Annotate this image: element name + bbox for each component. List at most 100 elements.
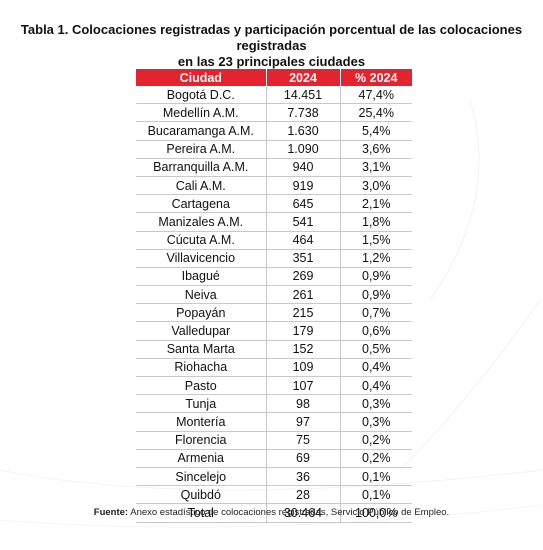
cell-city: Santa Marta bbox=[136, 340, 267, 359]
cell-pct-2024: 0,1% bbox=[340, 485, 412, 505]
cell-city: Quibdó bbox=[136, 485, 267, 505]
cell-2024: 464 bbox=[266, 231, 341, 250]
table-row: Neiva 261 0,9% bbox=[136, 285, 412, 305]
cell-pct-2024: 0,9% bbox=[340, 267, 412, 287]
table-row: Bogotá D.C. 14.451 47,4% bbox=[136, 86, 412, 105]
cell-city: Bogotá D.C. bbox=[136, 86, 267, 105]
table-row: Valledupar 179 0,6% bbox=[136, 321, 412, 341]
cell-pct-2024: 1,8% bbox=[340, 212, 412, 232]
table-row: Riohacha 109 0,4% bbox=[136, 358, 412, 378]
total-label: Total bbox=[136, 503, 267, 523]
table-row: Tunja 98 0,3% bbox=[136, 394, 412, 414]
table-row: Pasto 107 0,4% bbox=[136, 376, 412, 396]
cell-2024: 7.738 bbox=[266, 103, 341, 123]
cell-2024: 36 bbox=[266, 467, 341, 487]
total-pct-2024: 100,0% bbox=[340, 503, 412, 523]
cell-2024: 541 bbox=[266, 212, 341, 232]
cell-city: Bucaramanga A.M. bbox=[136, 121, 267, 141]
cell-2024: 919 bbox=[266, 176, 341, 196]
cell-city: Villavicencio bbox=[136, 249, 267, 268]
cell-city: Sincelejo bbox=[136, 467, 267, 487]
cell-city: Cartagena bbox=[136, 194, 267, 214]
table-row: Villavicencio 351 1,2% bbox=[136, 249, 412, 268]
cell-city: Ibagué bbox=[136, 267, 267, 287]
cell-2024: 1.630 bbox=[266, 121, 341, 141]
cell-2024: 28 bbox=[266, 485, 341, 505]
table-row: Montería 97 0,3% bbox=[136, 412, 412, 432]
cell-2024: 107 bbox=[266, 376, 341, 396]
cell-city: Pereira A.M. bbox=[136, 140, 267, 159]
table-row: Florencia 75 0,2% bbox=[136, 431, 412, 450]
cell-city: Manizales A.M. bbox=[136, 212, 267, 232]
table-title: Tabla 1. Colocaciones registradas y part… bbox=[0, 22, 543, 70]
table-row: Cartagena 645 2,1% bbox=[136, 194, 412, 214]
cell-pct-2024: 3,1% bbox=[340, 158, 412, 177]
table-total-row: Total 30.464 100,0% bbox=[136, 503, 412, 523]
table-title-line-1: Tabla 1. Colocaciones registradas y part… bbox=[20, 22, 523, 53]
cell-city: Pasto bbox=[136, 376, 267, 396]
table-row: Ibagué 269 0,9% bbox=[136, 267, 412, 287]
table-row: Barranquilla A.M. 940 3,1% bbox=[136, 158, 412, 177]
cell-city: Cali A.M. bbox=[136, 176, 267, 196]
cell-2024: 14.451 bbox=[266, 86, 341, 105]
cell-pct-2024: 0,2% bbox=[340, 449, 412, 468]
table-body: Bogotá D.C. 14.451 47,4% Medellín A.M. 7.738… bbox=[136, 86, 412, 523]
cell-pct-2024: 1,5% bbox=[340, 231, 412, 250]
cell-pct-2024: 0,5% bbox=[340, 340, 412, 359]
cell-city: Tunja bbox=[136, 394, 267, 414]
table-row: Santa Marta 152 0,5% bbox=[136, 340, 412, 359]
cell-pct-2024: 0,1% bbox=[340, 467, 412, 487]
source-text: Anexo estadístico de colocaciones regist… bbox=[130, 507, 450, 518]
cell-2024: 940 bbox=[266, 158, 341, 177]
table-row: Popayán 215 0,7% bbox=[136, 303, 412, 323]
cell-pct-2024: 47,4% bbox=[340, 86, 412, 105]
cell-pct-2024: 25,4% bbox=[340, 103, 412, 123]
cell-city: Neiva bbox=[136, 285, 267, 305]
cell-2024: 261 bbox=[266, 285, 341, 305]
cell-pct-2024: 3,0% bbox=[340, 176, 412, 196]
total-2024: 30.464 bbox=[266, 503, 341, 523]
cell-city: Cúcuta A.M. bbox=[136, 231, 267, 250]
cell-city: Riohacha bbox=[136, 358, 267, 378]
cell-city: Valledupar bbox=[136, 321, 267, 341]
cell-pct-2024: 0,4% bbox=[340, 358, 412, 378]
cell-pct-2024: 5,4% bbox=[340, 121, 412, 141]
cell-pct-2024: 0,7% bbox=[340, 303, 412, 323]
cell-2024: 215 bbox=[266, 303, 341, 323]
cell-pct-2024: 0,3% bbox=[340, 394, 412, 414]
column-header-2024: 2024 bbox=[266, 69, 341, 86]
cell-2024: 152 bbox=[266, 340, 341, 359]
cell-2024: 1.090 bbox=[266, 140, 341, 159]
cell-2024: 179 bbox=[266, 321, 341, 341]
cell-pct-2024: 0,2% bbox=[340, 431, 412, 450]
table-row: Bucaramanga A.M. 1.630 5,4% bbox=[136, 121, 412, 141]
cell-pct-2024: 0,3% bbox=[340, 412, 412, 432]
table-row: Cali A.M. 919 3,0% bbox=[136, 176, 412, 196]
table-row: Medellín A.M. 7.738 25,4% bbox=[136, 103, 412, 123]
cell-pct-2024: 0,9% bbox=[340, 285, 412, 305]
cell-pct-2024: 2,1% bbox=[340, 194, 412, 214]
column-header-city: Ciudad bbox=[136, 69, 267, 86]
table-row: Quibdó 28 0,1% bbox=[136, 485, 412, 505]
cell-2024: 75 bbox=[266, 431, 341, 450]
source-note: Fuente: Anexo estadístico de colocacione… bbox=[0, 507, 543, 518]
table-row: Pereira A.M. 1.090 3,6% bbox=[136, 140, 412, 159]
table-row: Manizales A.M. 541 1,8% bbox=[136, 212, 412, 232]
table-row: Cúcuta A.M. 464 1,5% bbox=[136, 231, 412, 250]
cell-city: Montería bbox=[136, 412, 267, 432]
cell-pct-2024: 3,6% bbox=[340, 140, 412, 159]
cell-pct-2024: 0,6% bbox=[340, 321, 412, 341]
source-label: Fuente: bbox=[93, 507, 129, 518]
placements-table: Ciudad 2024 % 2024 Bogotá D.C. 14.451 47,4… bbox=[136, 69, 412, 523]
cell-city: Florencia bbox=[136, 431, 267, 450]
table-row: Armenia 69 0,2% bbox=[136, 449, 412, 468]
cell-2024: 645 bbox=[266, 194, 341, 214]
column-header-pct-2024: % 2024 bbox=[340, 69, 412, 86]
cell-city: Popayán bbox=[136, 303, 267, 323]
table-title-line-2: en las 23 principales ciudades bbox=[177, 54, 366, 69]
cell-pct-2024: 1,2% bbox=[340, 249, 412, 268]
cell-city: Armenia bbox=[136, 449, 267, 468]
table-row: Sincelejo 36 0,1% bbox=[136, 467, 412, 487]
data-table-container: Ciudad 2024 % 2024 Bogotá D.C. 14.451 47,4… bbox=[136, 69, 412, 523]
cell-city: Barranquilla A.M. bbox=[136, 158, 267, 177]
